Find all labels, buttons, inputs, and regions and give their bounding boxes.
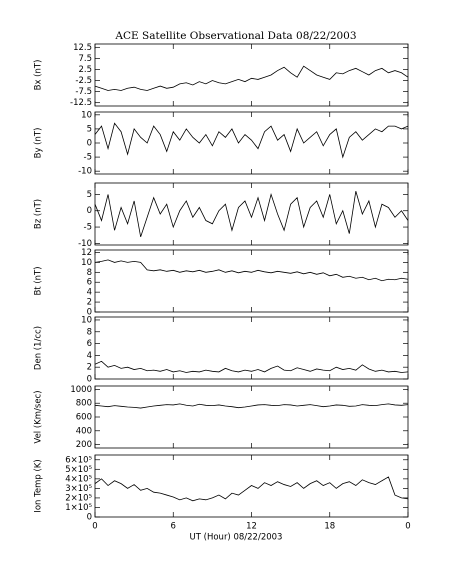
y-tick-label: -12.5 <box>70 98 92 108</box>
y-axis-label: Bz (nT) <box>34 199 44 229</box>
y-tick-label: 8 <box>87 268 92 278</box>
y-axis-label: Bt (nT) <box>34 266 44 295</box>
y-tick-label: 200 <box>76 440 92 450</box>
data-line <box>94 259 409 282</box>
x-tick-label: 0 <box>92 522 97 532</box>
y-tick-label: 3×10⁵ <box>65 484 92 494</box>
y-tick-label: -7.5 <box>75 87 92 97</box>
y-tick-label: 6×10⁵ <box>65 455 92 465</box>
y-tick-label: -2.5 <box>75 76 92 86</box>
y-tick-label: 0 <box>87 513 92 523</box>
y-tick-label: 1000 <box>70 385 92 395</box>
data-line <box>94 476 409 502</box>
y-tick-label: 5 <box>87 124 92 134</box>
y-tick-label: 10 <box>81 315 92 325</box>
y-tick-label: 5 <box>87 190 92 200</box>
y-axis-label: Vel (Km/sec) <box>34 390 44 443</box>
y-tick-label: 10 <box>81 110 92 120</box>
y-tick-label: 2 <box>87 363 92 373</box>
y-tick-label: -10 <box>78 239 92 249</box>
x-tick-label: 18 <box>324 522 335 532</box>
y-tick-label: 4×10⁵ <box>65 474 92 484</box>
data-line <box>94 191 409 237</box>
y-tick-label: 2.5 <box>78 65 92 75</box>
y-tick-label: 8 <box>87 327 92 337</box>
data-line <box>94 403 409 409</box>
y-tick-label: 4 <box>87 351 92 361</box>
chart-title: ACE Satellite Observational Data 08/22/2… <box>114 30 356 42</box>
x-axis-label: UT (Hour) 08/22/2003 <box>190 533 283 543</box>
y-axis-label: By (nT) <box>34 128 44 159</box>
y-tick-label: 12 <box>81 248 92 258</box>
panel-frame <box>94 43 409 107</box>
y-tick-label: 6 <box>87 278 92 288</box>
y-axis-label: Den (1/cc) <box>34 326 44 370</box>
panel-frame <box>94 182 409 246</box>
y-tick-label: 400 <box>76 426 92 436</box>
y-tick-label: -5 <box>84 153 92 163</box>
x-tick-label: 6 <box>171 522 176 532</box>
data-line <box>94 122 409 159</box>
y-axis-label: Bx (nT) <box>34 60 44 91</box>
y-tick-label: 5×10⁵ <box>65 465 92 475</box>
y-tick-label: 1×10⁵ <box>65 503 92 513</box>
panel-frame <box>94 385 409 449</box>
y-tick-label: 800 <box>76 399 92 409</box>
y-tick-label: 4 <box>87 288 92 298</box>
y-tick-label: 12.5 <box>73 43 92 53</box>
data-line <box>94 360 409 373</box>
y-axis-label: Ion Temp (K) <box>34 459 44 512</box>
y-tick-label: 2×10⁵ <box>65 493 92 503</box>
x-tick-label: 12 <box>246 522 257 532</box>
panel-frame <box>94 249 409 313</box>
y-tick-label: 600 <box>76 413 92 423</box>
y-tick-label: 7.5 <box>78 54 92 64</box>
panel-frame <box>94 111 409 175</box>
y-tick-label: 6 <box>87 339 92 349</box>
y-tick-label: 0 <box>87 375 92 385</box>
y-tick-label: -10 <box>78 167 92 177</box>
y-tick-label: 10 <box>81 258 92 268</box>
y-tick-label: 0 <box>87 206 92 216</box>
panel-frame <box>94 316 409 380</box>
x-tick-label: 0 <box>405 522 410 532</box>
y-tick-label: -5 <box>84 223 92 233</box>
data-line <box>94 65 409 91</box>
y-tick-label: 0 <box>87 308 92 318</box>
y-tick-label: 0 <box>87 139 92 149</box>
y-tick-label: 2 <box>87 298 92 308</box>
